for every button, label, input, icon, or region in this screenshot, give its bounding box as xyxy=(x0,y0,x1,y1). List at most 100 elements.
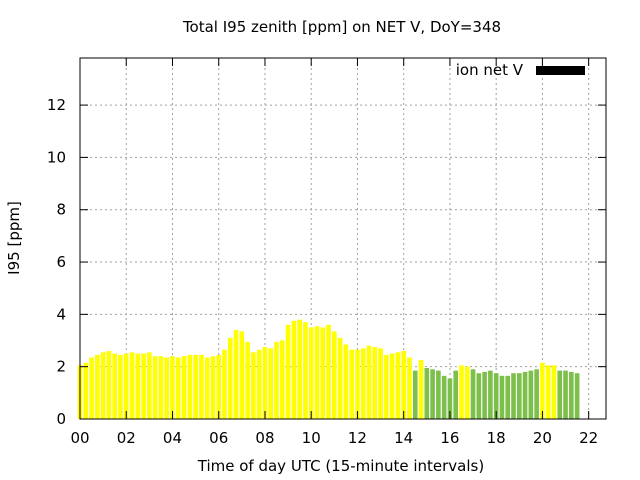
legend-swatch xyxy=(536,66,585,75)
axis-ticks xyxy=(79,58,606,420)
x-tick-labels: 00 02 04 06 08 10 12 14 16 18 20 22 xyxy=(70,429,598,447)
bar xyxy=(129,352,135,419)
y-tick-label: 8 xyxy=(56,201,66,219)
bar xyxy=(83,362,89,419)
bar xyxy=(412,370,418,419)
bar xyxy=(372,347,378,419)
bar xyxy=(545,365,551,419)
bar xyxy=(158,356,164,419)
bar xyxy=(320,327,326,419)
grid-lines xyxy=(80,58,606,419)
bar xyxy=(268,348,274,419)
bar xyxy=(175,357,181,419)
bar xyxy=(355,349,360,419)
bar xyxy=(164,357,170,419)
x-tick-label: 18 xyxy=(487,429,506,447)
y-tick-label: 0 xyxy=(56,410,66,428)
bar xyxy=(522,371,528,419)
bar xyxy=(366,345,372,419)
x-tick-label: 00 xyxy=(70,429,89,447)
bar xyxy=(245,341,250,419)
bar xyxy=(389,353,395,419)
bar xyxy=(106,350,112,419)
bar xyxy=(563,370,568,419)
x-tick-label: 06 xyxy=(209,429,228,447)
bar xyxy=(239,331,245,419)
bar xyxy=(147,352,152,419)
bar xyxy=(141,353,146,419)
bar xyxy=(551,365,557,419)
y-tick-labels: 0 2 4 6 8 10 12 xyxy=(47,96,66,428)
bar xyxy=(303,322,308,419)
bar xyxy=(407,357,412,419)
y-tick-label: 12 xyxy=(47,96,66,114)
bar xyxy=(436,370,441,419)
bar xyxy=(505,375,511,419)
bar xyxy=(499,375,505,419)
y-tick-label: 10 xyxy=(47,148,66,166)
bar xyxy=(418,360,424,419)
bar xyxy=(464,366,470,419)
bar xyxy=(280,340,285,419)
bar xyxy=(112,353,117,419)
bar xyxy=(262,347,268,419)
legend-label: ion net V xyxy=(456,61,524,79)
x-tick-label: 04 xyxy=(163,429,182,447)
bar xyxy=(470,369,476,419)
y-tick-label: 4 xyxy=(56,305,66,323)
bar xyxy=(222,349,227,419)
bar xyxy=(274,341,279,419)
bar xyxy=(574,373,580,419)
bar xyxy=(181,356,187,419)
x-tick-label: 22 xyxy=(579,429,598,447)
bar xyxy=(95,354,100,419)
bar xyxy=(285,324,291,419)
bar xyxy=(493,373,499,419)
bar xyxy=(251,352,256,419)
bar xyxy=(227,337,233,419)
bar xyxy=(337,337,343,419)
bar xyxy=(314,326,320,419)
bar xyxy=(193,354,198,419)
bar xyxy=(123,353,129,419)
bar xyxy=(332,331,337,419)
bar xyxy=(135,353,141,419)
bar xyxy=(360,348,366,419)
bar xyxy=(378,348,383,419)
bar xyxy=(534,369,539,419)
bar xyxy=(210,356,216,419)
legend: ion net V xyxy=(456,61,585,79)
bar xyxy=(118,354,123,419)
bar xyxy=(187,354,193,419)
x-tick-label: 12 xyxy=(348,429,367,447)
bar xyxy=(216,354,222,419)
bar xyxy=(453,370,459,419)
bar xyxy=(447,378,453,419)
y-tick-label: 6 xyxy=(56,253,66,271)
bar xyxy=(326,324,331,419)
bar xyxy=(557,370,563,419)
bar xyxy=(569,371,574,419)
bar xyxy=(482,371,487,419)
bar xyxy=(511,373,516,419)
bar xyxy=(343,344,349,419)
x-tick-label: 10 xyxy=(302,429,321,447)
x-tick-label: 02 xyxy=(117,429,136,447)
bar xyxy=(395,352,401,419)
y-tick-label: 2 xyxy=(56,358,66,376)
bar xyxy=(199,354,204,419)
bar xyxy=(297,319,302,419)
bar xyxy=(459,365,464,419)
x-tick-label: 08 xyxy=(255,429,274,447)
bar xyxy=(384,354,389,419)
bar xyxy=(256,349,262,419)
bar xyxy=(540,362,545,419)
x-tick-label: 14 xyxy=(394,429,413,447)
bar xyxy=(528,370,534,419)
bar xyxy=(441,375,447,419)
x-axis-label: Time of day UTC (15-minute intervals) xyxy=(197,457,484,475)
bar xyxy=(233,330,239,419)
bar xyxy=(516,373,522,419)
bar xyxy=(488,370,493,419)
